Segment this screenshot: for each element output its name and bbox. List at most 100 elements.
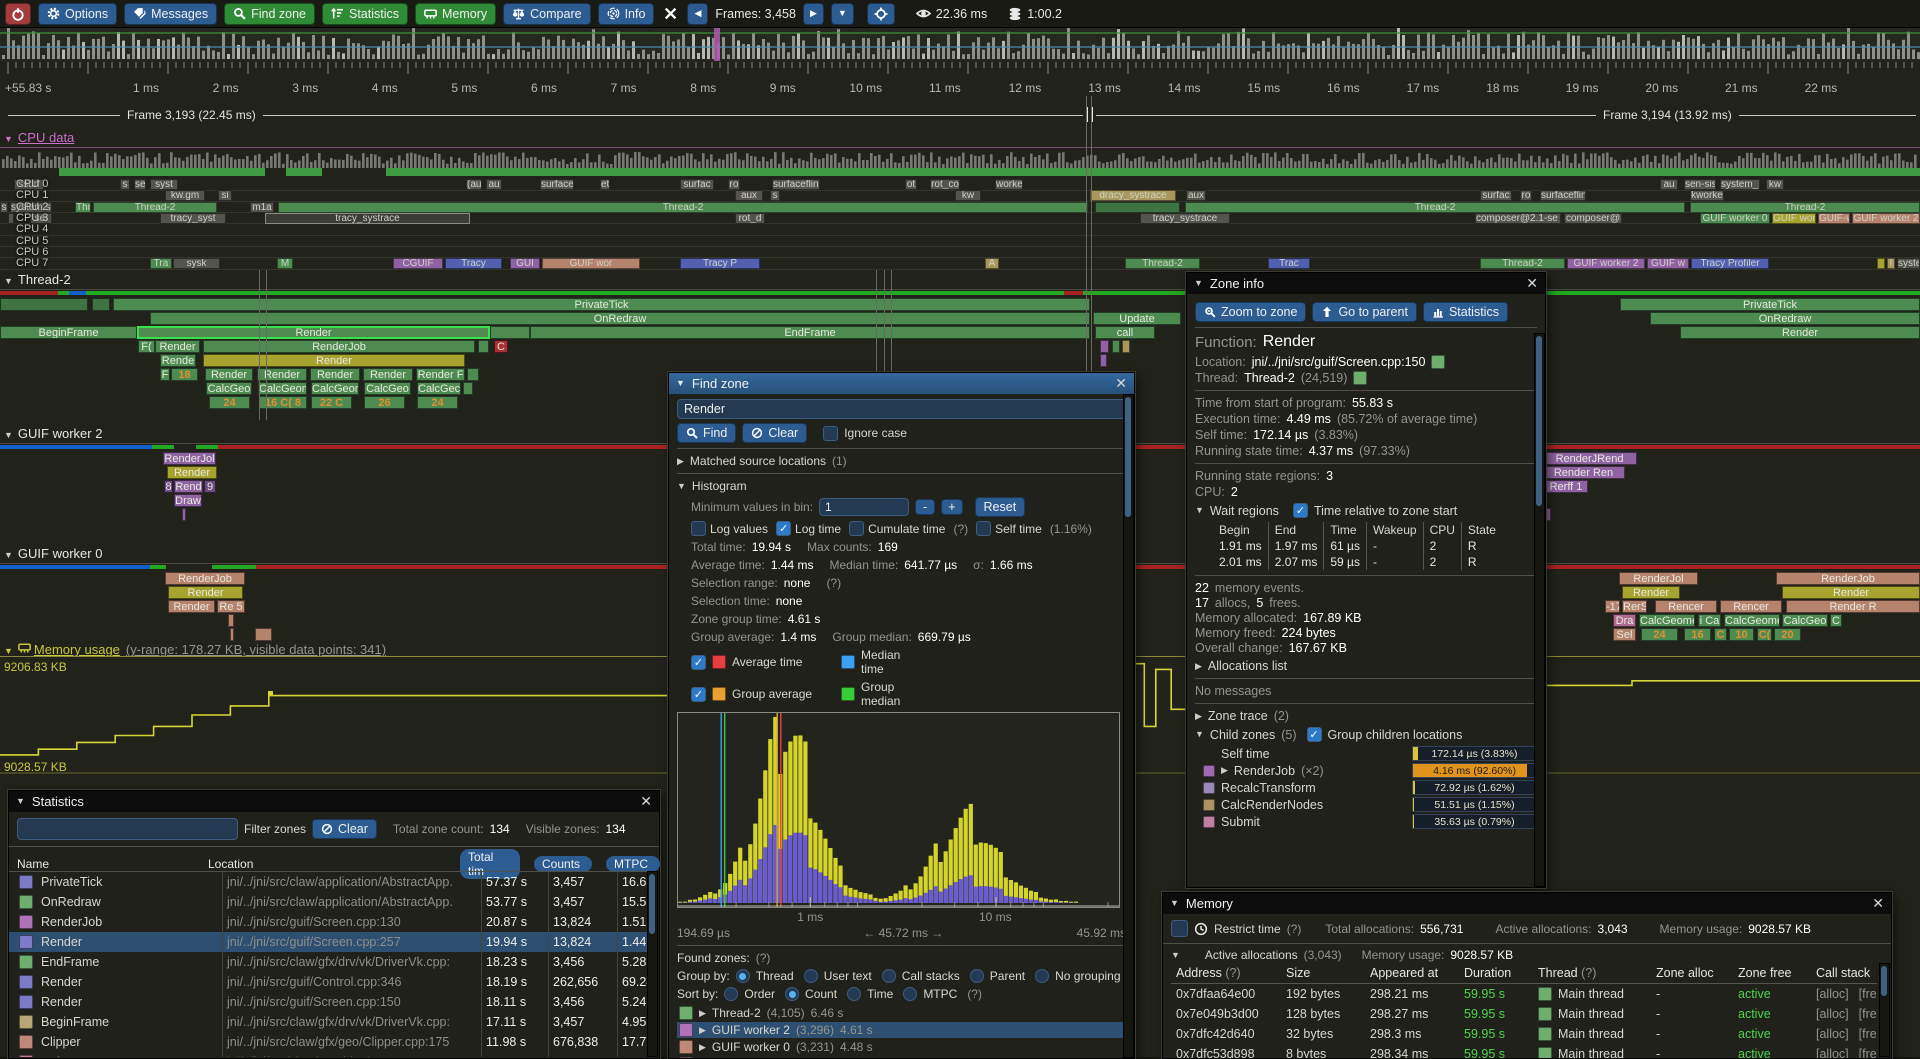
timeline-zone[interactable]: Render Ren bbox=[1542, 466, 1625, 479]
radio-order[interactable] bbox=[724, 987, 738, 1001]
timeline-zone[interactable]: 8 bbox=[164, 480, 173, 493]
table-row[interactable]: BeginFramejni/../jni/src/claw/gfx/drv/vk… bbox=[9, 1012, 647, 1032]
child-zone-row[interactable]: Submit35.63 µs (0.79%) bbox=[1203, 814, 1537, 829]
timeline-zone[interactable]: Render bbox=[203, 354, 465, 367]
clear-button[interactable]: Clear bbox=[742, 423, 807, 443]
table-row[interactable]: 1.91 ms1.97 ms61 µs-2R bbox=[1213, 538, 1502, 554]
timeline-zone[interactable]: F( bbox=[138, 340, 155, 353]
cpu-zone[interactable] bbox=[1095, 202, 1180, 213]
table-row[interactable]: 2.01 ms2.07 ms59 µs-2R bbox=[1213, 554, 1502, 570]
timeline-zone[interactable]: Sel bbox=[1613, 628, 1636, 641]
alloc-callstack-button[interactable]: [alloc] bbox=[1816, 1007, 1849, 1021]
find-button[interactable]: Find bbox=[677, 423, 736, 443]
timeline-zone[interactable]: RerS bbox=[1622, 600, 1647, 613]
table-row[interactable]: Renderjni/../jni/src/guif/Screen.cpp:257… bbox=[9, 932, 647, 952]
zone-info-panel-header[interactable]: ▼Zone info✕ bbox=[1187, 273, 1545, 294]
cpu-zone[interactable]: surfac bbox=[1480, 190, 1512, 201]
time-relative-checkbox[interactable]: ✓ bbox=[1293, 503, 1308, 518]
cpu-zone[interactable]: kw.gm bbox=[165, 190, 205, 201]
timeline-zone[interactable]: BeginFrame bbox=[0, 326, 137, 339]
timeline-zone[interactable]: EndFrame bbox=[530, 326, 1090, 339]
cpu-zone[interactable]: rot_co bbox=[930, 179, 960, 190]
cpu-zone[interactable]: ro bbox=[1520, 190, 1532, 201]
timeline-zone[interactable]: Render bbox=[310, 368, 360, 381]
cpu-zone[interactable]: aux bbox=[735, 190, 763, 201]
cpu-zone[interactable]: dracy_systrace bbox=[1090, 190, 1176, 201]
timeline-zone[interactable] bbox=[0, 298, 88, 311]
child-zones-header[interactable]: ▼Child zones(5)✓Group children locations bbox=[1195, 727, 1537, 742]
legend-checkbox[interactable]: ✓ bbox=[691, 655, 706, 670]
source-color-swatch[interactable] bbox=[1431, 355, 1445, 369]
checkbox-log-values[interactable] bbox=[691, 521, 706, 536]
memory-panel-header[interactable]: ▼Memory✕ bbox=[1163, 893, 1891, 914]
checkbox-self-time[interactable] bbox=[976, 521, 991, 536]
radio-thread[interactable] bbox=[736, 969, 750, 983]
timeline-zone[interactable] bbox=[182, 508, 186, 521]
timeline-zone[interactable]: -17 bbox=[1605, 600, 1620, 613]
timeline-zone[interactable]: Rende bbox=[160, 354, 196, 367]
timeline-zone[interactable] bbox=[463, 382, 473, 395]
timeline-zone[interactable]: 9 bbox=[204, 480, 216, 493]
timeline-zone[interactable]: C bbox=[1714, 628, 1727, 641]
table-row[interactable]: 0x7dfc53d8988 bytes298.34 ms59.95 sMain … bbox=[1171, 1044, 1877, 1058]
allocations-list-row[interactable]: ▶Allocations list bbox=[1195, 659, 1537, 673]
histogram-section-header[interactable]: ▼Histogram bbox=[677, 479, 1126, 493]
timeline-zone[interactable]: Re 5 bbox=[217, 600, 245, 613]
timeline-zone[interactable]: CalcGeor bbox=[311, 382, 359, 395]
cpu-zone[interactable]: Thread-2 bbox=[1690, 202, 1920, 213]
cpu-zone[interactable]: composer@ bbox=[1564, 213, 1622, 224]
prev-frame-button[interactable]: ◀ bbox=[687, 3, 708, 25]
cpu-zone[interactable]: surfaceflinge bbox=[1540, 190, 1586, 201]
memory-usage-header[interactable]: ▼Memory usage(y-range: 178.27 KB, visibl… bbox=[4, 641, 386, 657]
cpu-zone[interactable]: s bbox=[120, 179, 130, 190]
timeline-zone[interactable] bbox=[478, 340, 489, 353]
cpu-zone[interactable]: Tracy bbox=[445, 258, 502, 269]
frame-overview-strip[interactable] bbox=[0, 27, 1920, 62]
thread-color-swatch[interactable] bbox=[1353, 371, 1367, 385]
cpu-zone[interactable]: surfaceflinge bbox=[772, 179, 820, 190]
timeline-zone[interactable]: C bbox=[494, 340, 508, 353]
cpu-zone[interactable]: tracy_systrace bbox=[1140, 213, 1230, 224]
table-row[interactable]: Renderjni/../jni/src/guif/Screen.cpp:150… bbox=[9, 992, 647, 1012]
alloc-callstack-button[interactable]: [alloc] bbox=[1816, 1027, 1849, 1041]
timeline-zone[interactable]: Dra bbox=[1613, 614, 1636, 627]
timeline-zone[interactable]: Render bbox=[1622, 586, 1680, 599]
table-row[interactable]: Clipperjni/../jni/src/claw/gfx/geo/Clipp… bbox=[9, 1032, 647, 1052]
cpu-zone[interactable]: m1a bbox=[250, 202, 274, 213]
cpu-zone[interactable]: GUIF wor bbox=[542, 258, 640, 269]
timeline-zone[interactable]: C( bbox=[1757, 628, 1772, 641]
timeline-zone[interactable]: CalcGeomet bbox=[1724, 614, 1780, 627]
free-callstack-button[interactable]: [free( bbox=[1859, 1007, 1877, 1021]
table-row[interactable]: 0x7e049b3d00128 bytes298.27 ms59.95 sMai… bbox=[1171, 1004, 1877, 1024]
cpu-zone[interactable]: CGUIF bbox=[393, 258, 443, 269]
timeline-zone[interactable] bbox=[255, 628, 272, 641]
timeline-zone[interactable] bbox=[1100, 340, 1109, 353]
timeline-zone[interactable]: Render bbox=[167, 466, 217, 479]
timeline-zone[interactable]: Rencer bbox=[1655, 600, 1717, 613]
timeline-zone[interactable]: C bbox=[1830, 614, 1842, 627]
close-icon[interactable]: ✕ bbox=[1115, 375, 1127, 392]
cpu-zone[interactable]: GUI bbox=[510, 258, 540, 269]
radio-count[interactable] bbox=[785, 987, 799, 1001]
table-row[interactable]: PrivateTickjni/../jni/src/claw/applicati… bbox=[9, 872, 647, 892]
ignore-case-checkbox[interactable] bbox=[823, 426, 838, 441]
timeline-zone[interactable]: Render bbox=[1782, 586, 1920, 599]
cpu-zone[interactable]: surface! bbox=[540, 179, 574, 190]
thread-header-guif-worker-2[interactable]: ▼GUIF worker 2 bbox=[4, 426, 102, 441]
table-row[interactable]: 0x7dfaa64e00192 bytes298.21 ms59.95 sMai… bbox=[1171, 984, 1877, 1005]
cpu-zone[interactable]: s bbox=[0, 202, 8, 213]
alloc-callstack-button[interactable]: [alloc] bbox=[1816, 1047, 1849, 1058]
timeline-zone[interactable]: CalcGec bbox=[417, 382, 461, 395]
radio-time[interactable] bbox=[847, 987, 861, 1001]
radio-parent[interactable] bbox=[970, 969, 984, 983]
filter-zones-input[interactable] bbox=[17, 818, 238, 840]
cpu-zone[interactable]: GUIF worker 0 bbox=[1700, 213, 1770, 224]
table-row[interactable]: EndFramejni/../jni/src/claw/gfx/drv/vk/D… bbox=[9, 952, 647, 972]
wait-regions-header[interactable]: ▼Wait regions✓Time relative to zone star… bbox=[1195, 503, 1537, 518]
cpu-zone[interactable]: kworke bbox=[1690, 190, 1724, 201]
cpu-zone[interactable]: kw bbox=[955, 190, 981, 201]
statistics-panel-header[interactable]: ▼Statistics✕ bbox=[9, 791, 659, 812]
timeline-zone[interactable] bbox=[92, 298, 110, 311]
table-row[interactable]: CalcGeometryjni/../jni/src/claw/graphics… bbox=[9, 1052, 647, 1057]
group-children-checkbox[interactable]: ✓ bbox=[1307, 727, 1322, 742]
